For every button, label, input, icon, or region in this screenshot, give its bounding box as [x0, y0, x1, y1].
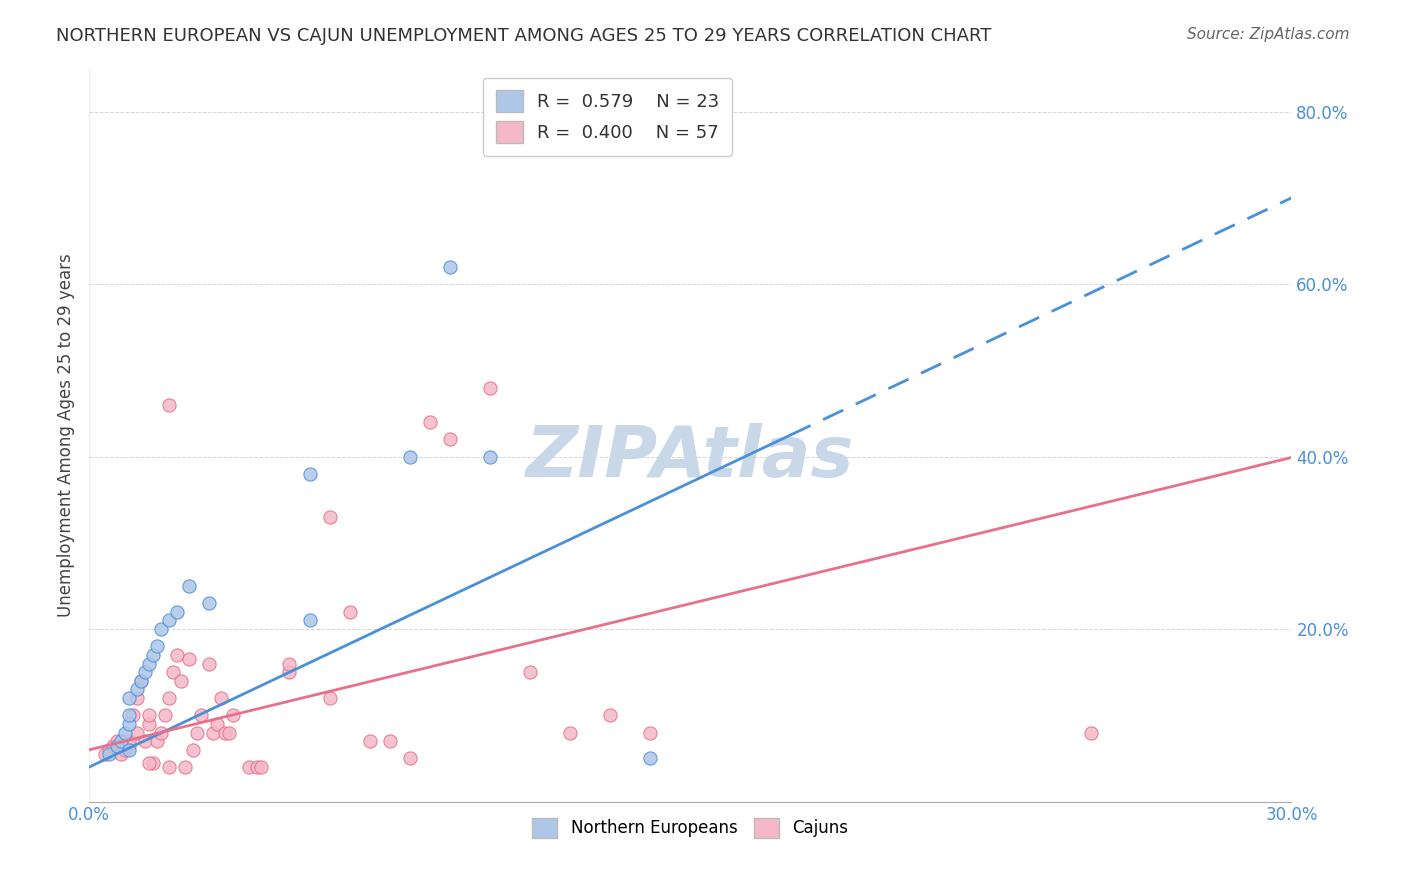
Text: ZIPAtlas: ZIPAtlas	[526, 423, 855, 491]
Point	[419, 415, 441, 429]
Point	[209, 691, 232, 706]
Point	[198, 596, 221, 610]
Point	[1080, 725, 1102, 739]
Point	[101, 739, 124, 753]
Point	[155, 708, 177, 723]
Point	[638, 751, 661, 765]
Point	[138, 717, 160, 731]
Point	[150, 622, 173, 636]
Point	[398, 751, 420, 765]
Text: NORTHERN EUROPEAN VS CAJUN UNEMPLOYMENT AMONG AGES 25 TO 29 YEARS CORRELATION CH: NORTHERN EUROPEAN VS CAJUN UNEMPLOYMENT …	[56, 27, 991, 45]
Point	[250, 760, 273, 774]
Point	[179, 652, 201, 666]
Point	[138, 756, 160, 770]
Point	[318, 691, 340, 706]
Point	[238, 760, 260, 774]
Point	[439, 433, 461, 447]
Point	[118, 743, 141, 757]
Point	[246, 760, 269, 774]
Point	[339, 605, 361, 619]
Y-axis label: Unemployment Among Ages 25 to 29 years: Unemployment Among Ages 25 to 29 years	[58, 253, 75, 617]
Point	[142, 648, 165, 662]
Point	[218, 725, 240, 739]
Point	[298, 614, 321, 628]
Point	[118, 708, 141, 723]
Point	[114, 725, 136, 739]
Point	[359, 734, 381, 748]
Point	[558, 725, 581, 739]
Point	[142, 756, 165, 770]
Point	[105, 739, 128, 753]
Point	[118, 739, 141, 753]
Point	[478, 381, 501, 395]
Point	[174, 760, 197, 774]
Point	[105, 734, 128, 748]
Point	[190, 708, 212, 723]
Point	[118, 717, 141, 731]
Point	[98, 747, 121, 761]
Point	[129, 673, 152, 688]
Point	[127, 691, 149, 706]
Point	[278, 665, 301, 680]
Point	[138, 657, 160, 671]
Point	[298, 467, 321, 481]
Point	[179, 579, 201, 593]
Point	[638, 725, 661, 739]
Point	[157, 760, 180, 774]
Point	[478, 450, 501, 464]
Point	[127, 682, 149, 697]
Point	[599, 708, 621, 723]
Point	[146, 640, 169, 654]
Point	[162, 665, 184, 680]
Point	[146, 734, 169, 748]
Legend: Northern Europeans, Cajuns: Northern Europeans, Cajuns	[526, 811, 855, 845]
Point	[519, 665, 541, 680]
Point	[110, 747, 132, 761]
Point	[134, 734, 156, 748]
Point	[318, 510, 340, 524]
Point	[202, 725, 225, 739]
Text: Source: ZipAtlas.com: Source: ZipAtlas.com	[1187, 27, 1350, 42]
Point	[439, 260, 461, 274]
Point	[118, 691, 141, 706]
Point	[118, 734, 141, 748]
Point	[398, 450, 420, 464]
Point	[170, 673, 193, 688]
Point	[94, 747, 117, 761]
Point	[122, 708, 145, 723]
Point	[186, 725, 208, 739]
Point	[214, 725, 236, 739]
Point	[207, 717, 229, 731]
Point	[157, 398, 180, 412]
Point	[166, 648, 188, 662]
Point	[110, 734, 132, 748]
Point	[150, 725, 173, 739]
Point	[181, 743, 204, 757]
Point	[378, 734, 401, 748]
Point	[157, 614, 180, 628]
Point	[114, 743, 136, 757]
Point	[129, 673, 152, 688]
Point	[138, 708, 160, 723]
Point	[127, 725, 149, 739]
Point	[166, 605, 188, 619]
Point	[222, 708, 245, 723]
Point	[157, 691, 180, 706]
Point	[98, 743, 121, 757]
Point	[134, 665, 156, 680]
Point	[278, 657, 301, 671]
Point	[198, 657, 221, 671]
